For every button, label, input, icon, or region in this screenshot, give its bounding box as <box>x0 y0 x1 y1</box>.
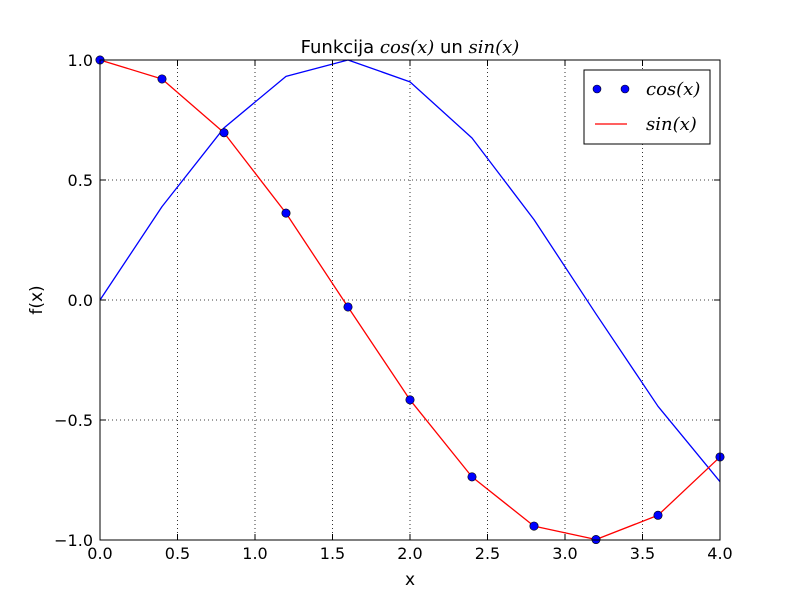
cos-data-point <box>529 521 539 531</box>
y-tick-label: 0.5 <box>68 171 93 190</box>
blue-curve <box>99 59 721 483</box>
legend-marker-right <box>620 84 630 94</box>
cos-data-point <box>467 472 477 482</box>
legend-marker-left <box>592 84 602 94</box>
x-tick-label: 0.0 <box>87 544 112 563</box>
legend-label-cos: cos(x) <box>646 79 700 100</box>
x-tick-label: 2.0 <box>397 544 422 563</box>
y-tick-label: −1.0 <box>54 531 93 550</box>
cos-data-point <box>281 208 291 218</box>
x-tick-label: 2.5 <box>475 544 500 563</box>
cos-data-point <box>157 74 167 84</box>
chart-title: Funkcija cos(x) un sin(x) <box>301 37 520 58</box>
blue-curve-line <box>99 59 721 483</box>
x-tick-label: 3.5 <box>630 544 655 563</box>
cos-data-point <box>219 128 229 138</box>
y-tick-label: 1.0 <box>68 51 93 70</box>
chart-title-prefix: Funkcija <box>301 37 380 58</box>
cos-data-point <box>343 302 353 312</box>
cos-markers <box>95 55 725 545</box>
legend-box <box>583 69 711 145</box>
x-axis-label: x <box>405 570 415 590</box>
cos-data-point <box>653 510 663 520</box>
x-tick-label: 1.5 <box>320 544 345 563</box>
legend-label-sin: sin(x) <box>646 114 697 135</box>
cos-data-point <box>405 395 415 405</box>
y-tick-label: −0.5 <box>54 411 93 430</box>
chart-title-middle: un <box>434 37 468 58</box>
x-tick-label: 0.5 <box>165 544 190 563</box>
x-tick-label: 4.0 <box>707 544 732 563</box>
axis-ticks: 0.0 0.5 1.0 1.5 2.0 2.5 3.0 3.5 4.0 1.0 0.5 0.0 −0.5… <box>54 51 733 563</box>
y-tick-label: 0.0 <box>68 291 93 310</box>
chart-title-math-1: cos(x) <box>380 37 434 58</box>
legend: cos(x) sin(x) <box>583 69 711 145</box>
y-axis-label: f(x) <box>27 285 47 314</box>
chart-title-math-2: sin(x) <box>469 37 520 58</box>
x-tick-label: 1.0 <box>242 544 267 563</box>
x-tick-label: 3.0 <box>552 544 577 563</box>
